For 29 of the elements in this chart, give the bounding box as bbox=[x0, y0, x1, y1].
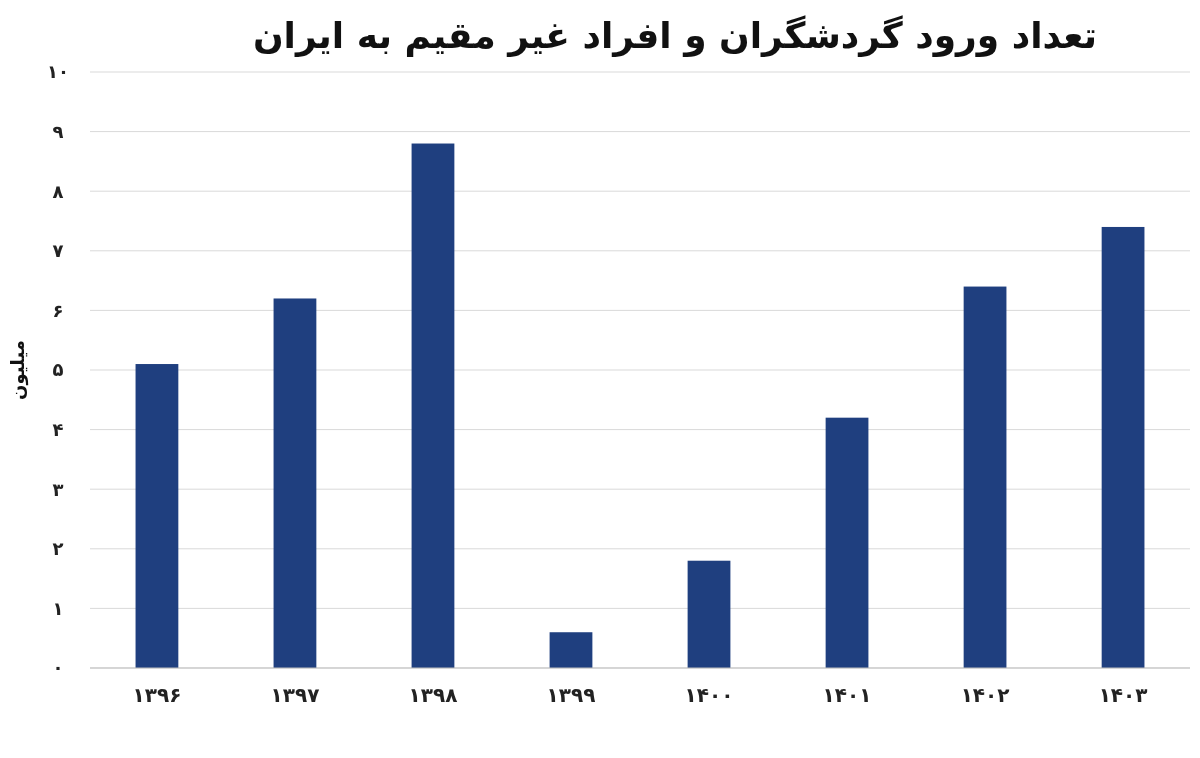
x-tick-label: ۱۴۰۰ bbox=[684, 683, 734, 707]
y-tick-label: ۱ bbox=[52, 597, 64, 619]
y-tick-label: ۵ bbox=[52, 359, 64, 381]
x-tick-label: ۱۳۹۶ bbox=[132, 683, 182, 707]
bar bbox=[825, 417, 869, 668]
y-tick-label: ۱۰ bbox=[47, 61, 69, 83]
x-tick-label: ۱۳۹۷ bbox=[270, 683, 320, 707]
y-tick-label: ۳ bbox=[52, 478, 64, 500]
x-tick-label: ۱۴۰۱ bbox=[822, 683, 872, 707]
y-tick-label: ۷ bbox=[52, 240, 64, 262]
bar bbox=[687, 560, 731, 668]
x-tick-label: ۱۴۰۳ bbox=[1098, 683, 1148, 707]
y-axis-title: میلیون bbox=[7, 340, 29, 400]
y-tick-label: ۸ bbox=[52, 180, 64, 202]
chart-title: تعداد ورود گردشگران و افراد غیر مقیم به ایران bbox=[252, 15, 1098, 57]
x-tick-label: ۱۳۹۸ bbox=[408, 683, 458, 707]
bar bbox=[963, 286, 1007, 668]
x-tick-label: ۱۳۹۹ bbox=[546, 683, 596, 707]
bar bbox=[549, 632, 593, 668]
bar bbox=[135, 364, 179, 668]
x-tick-label: ۱۴۰۲ bbox=[960, 683, 1010, 707]
bar bbox=[411, 143, 455, 668]
bar bbox=[1101, 226, 1145, 668]
y-tick-label: ۴ bbox=[52, 418, 64, 440]
y-tick-label: ۶ bbox=[52, 299, 64, 321]
y-tick-label: ۹ bbox=[52, 120, 64, 142]
y-tick-label: ۰ bbox=[52, 657, 64, 679]
y-tick-label: ۲ bbox=[52, 538, 64, 560]
bar bbox=[273, 298, 317, 668]
